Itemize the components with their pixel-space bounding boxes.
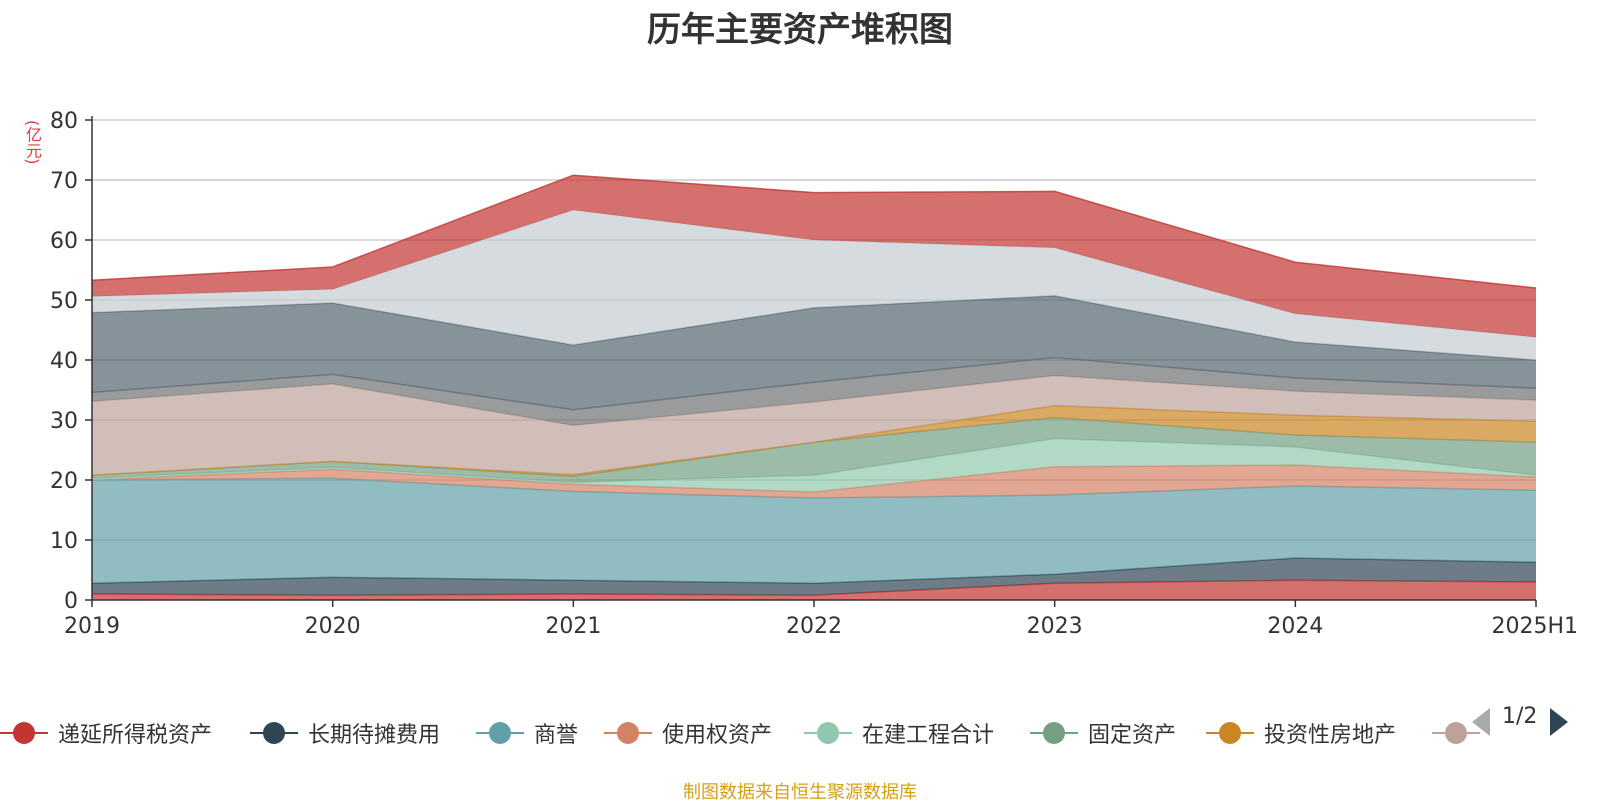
area-series-9[interactable] xyxy=(92,357,1536,426)
y-tick-label: 80 xyxy=(50,109,78,134)
legend-item[interactable]: 在建工程合计 xyxy=(804,718,994,748)
legend-label: 固定资产 xyxy=(1088,723,1177,748)
legend-marker-icon xyxy=(476,718,524,748)
y-tick-label: 30 xyxy=(50,409,78,434)
area-series-6[interactable] xyxy=(92,417,1536,483)
legend-item[interactable]: 投资性房地产 xyxy=(1206,718,1396,748)
x-tick-label: 2022 xyxy=(786,614,842,639)
data-source-note: 制图数据来自恒生聚源数据库 xyxy=(683,782,917,803)
area-series-2[interactable] xyxy=(92,558,1536,596)
area-series-edge-12 xyxy=(91,174,1537,289)
area-series-11[interactable] xyxy=(92,210,1536,360)
legend-label: 在建工程合计 xyxy=(862,723,995,748)
legend-label: 长期待摊费用 xyxy=(308,723,441,748)
area-series-3[interactable] xyxy=(92,478,1536,584)
legend-item[interactable]: 使用权资产 xyxy=(604,718,772,748)
x-tick-label: 2020 xyxy=(305,614,361,639)
y-tick-label: 10 xyxy=(50,529,78,554)
y-tick-label: 60 xyxy=(50,229,78,254)
legend-page-indicator: 1/2 xyxy=(1502,704,1538,729)
y-tick-label: 50 xyxy=(50,289,78,314)
area-series-12[interactable] xyxy=(92,175,1536,338)
y-tick-label: 70 xyxy=(50,169,78,194)
x-tick-label: 2023 xyxy=(1027,614,1083,639)
y-axis-unit-label: (亿元) xyxy=(23,120,42,165)
legend-marker-icon xyxy=(1432,718,1480,748)
legend-item[interactable]: 商誉 xyxy=(476,718,578,748)
stacked-area-chart: 0 10 20 30 40 50 60 70 80 2019 2020 2021 2022 2023 202… xyxy=(50,109,1578,639)
legend-marker-icon xyxy=(804,718,852,748)
legend-marker-icon xyxy=(1030,718,1078,748)
legend-marker-icon xyxy=(1206,718,1254,748)
legend-label: 递延所得税资产 xyxy=(58,723,213,748)
legend-label: 投资性房地产 xyxy=(1264,723,1397,748)
legend-item[interactable]: 长期待摊费用 xyxy=(250,718,440,748)
area-series-4[interactable] xyxy=(92,465,1536,498)
legend-prev-page-icon[interactable] xyxy=(1472,708,1490,736)
area-series-5[interactable] xyxy=(92,438,1536,492)
x-tick-label: 2024 xyxy=(1267,614,1323,639)
legend-pager: 1/2 xyxy=(1472,704,1600,740)
area-series-8[interactable] xyxy=(92,375,1536,476)
legend-item[interactable]: 递延所得税资产 xyxy=(0,718,212,748)
legend-marker-icon xyxy=(0,718,48,748)
x-tick-label: 2019 xyxy=(64,614,120,639)
x-tick-label: 2021 xyxy=(545,614,601,639)
area-series-layer xyxy=(91,174,1537,600)
axes: 0 10 20 30 40 50 60 70 80 2019 2020 2021 2022 2023 202… xyxy=(50,109,1578,639)
legend-label: 使用权资产 xyxy=(662,723,773,748)
legend: 递延所得税资产 长期待摊费用 商誉 使用权资产 在建工程合计 固定资产 投资性房地产 xyxy=(0,718,1600,748)
y-tick-label: 0 xyxy=(64,589,78,614)
x-tick-label: 2025H1 xyxy=(1491,614,1578,639)
y-tick-label: 20 xyxy=(50,469,78,494)
legend-marker-icon xyxy=(250,718,298,748)
chart-title: 历年主要资产堆积图 xyxy=(647,10,953,50)
legend-marker-icon xyxy=(604,718,652,748)
legend-item[interactable]: 固定资产 xyxy=(1030,718,1176,748)
area-series-7[interactable] xyxy=(92,405,1536,477)
y-tick-label: 40 xyxy=(50,349,78,374)
legend-label: 商誉 xyxy=(534,723,579,748)
legend-next-page-icon[interactable] xyxy=(1550,708,1568,736)
legend-item[interactable] xyxy=(1432,718,1480,748)
